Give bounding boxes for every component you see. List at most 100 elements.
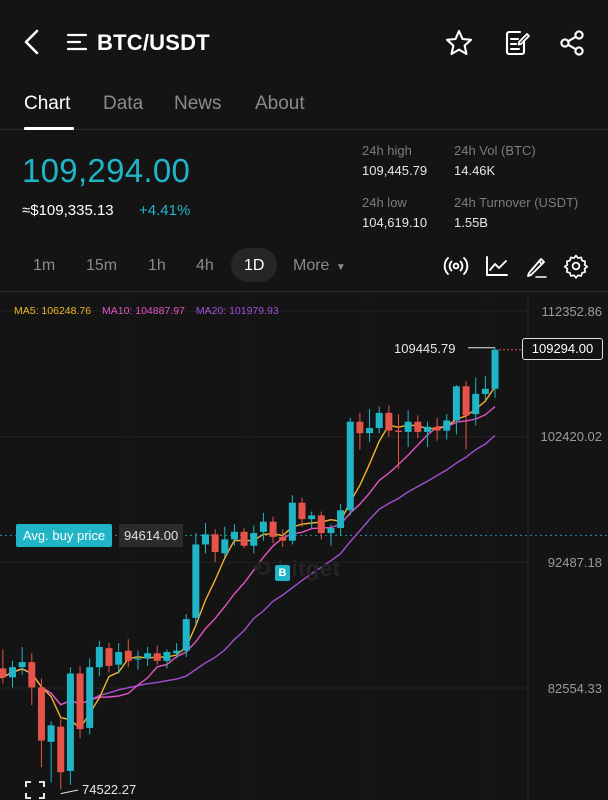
candle-body [230,531,238,540]
watermark-logo: ⟲ bitget [252,556,341,581]
candle-body [47,725,55,742]
interval-15m[interactable]: 15m [86,257,118,274]
note-edit-icon[interactable] [502,28,532,58]
candle-body [298,502,306,520]
star-icon[interactable] [444,28,474,58]
tab-about[interactable]: About [255,93,305,114]
candle-body [37,687,45,741]
draw-pen-icon[interactable] [523,253,549,279]
caret-down-icon: ▼ [335,262,346,273]
candle-body [356,421,364,434]
candle-body [115,651,123,665]
tab-bar: Chart Data News About [0,86,608,130]
ma-indicator-row: MA5: 106248.76 MA10: 104887.97 MA20: 101… [14,305,287,317]
candle-body [144,653,152,659]
back-arrow-icon[interactable] [18,26,46,58]
interval-1d[interactable]: 1D [244,257,265,274]
avg-buy-price-value: 94614.00 [119,524,184,547]
candle-body [95,646,103,668]
candle-body [385,412,393,431]
candle-body [124,650,132,661]
candle-body [28,662,36,688]
candle-body [0,668,7,678]
broadcast-icon[interactable] [443,253,469,279]
candle-body [192,544,200,618]
y-tick-label: 92487.18 [547,555,602,570]
interval-selected-pill [231,248,277,282]
settings-gear-icon[interactable] [563,253,589,279]
candle-body [105,648,113,666]
buy-marker[interactable]: B [275,565,290,581]
candle-body [317,515,325,534]
fullscreen-icon[interactable] [24,780,46,800]
candle-body [173,650,181,654]
avg-buy-price-tag[interactable]: Avg. buy price [16,524,113,547]
candle-body [259,521,267,532]
list-icon[interactable] [66,32,88,52]
candle-body [221,539,229,554]
candle-body [346,421,354,511]
line-chart-icon[interactable] [484,253,510,279]
candle-body [337,510,345,529]
interval-1h[interactable]: 1h [148,257,166,274]
candle-body [153,653,161,661]
candle-body [414,421,422,432]
candle-body [76,673,84,730]
ma5-value: MA5: 106248.76 [14,305,92,317]
candle-body [134,658,142,660]
ma10-value: MA10: 104887.97 [101,305,185,317]
candle-body [366,428,374,434]
turnover-value: 1.55B [454,215,488,230]
y-tick-label: 82554.33 [547,681,602,696]
more-label: More [293,257,330,274]
candle-body [182,619,190,651]
header-bar: BTC/USDT [0,0,608,86]
candle-body [269,521,277,537]
candle-body [18,662,26,668]
turnover-label: 24h Turnover (USDT) [454,195,579,210]
candle-body [163,651,171,661]
tab-news[interactable]: News [174,93,222,114]
candlestick-chart[interactable] [0,292,608,800]
candle-body [375,412,383,429]
tab-active-indicator [24,127,74,130]
candle-body [462,386,470,416]
candle-body [481,388,489,394]
candle-body [327,528,335,534]
tab-data[interactable]: Data [103,93,144,114]
chart-divider [0,291,608,292]
candle-body [452,386,460,421]
current-price-tag: 109294.00 [522,338,603,360]
low-value: 104,619.10 [362,215,428,230]
candle-body [404,421,412,432]
low-marker-leader [60,789,79,795]
price-change: +4.41% [139,202,191,219]
candle-body [288,502,296,541]
high-label: 24h high [362,143,412,158]
y-tick-label: 112352.86 [541,304,603,319]
volume-value: 14.46K [454,163,496,178]
tab-chart[interactable]: Chart [24,93,71,114]
candle-body [9,667,16,678]
pair-title[interactable]: BTC/USDT [97,30,210,55]
candle-body [491,349,499,389]
more-dropdown[interactable]: More ▼ [293,257,346,275]
candle-body [443,420,451,431]
interval-1m[interactable]: 1m [33,257,56,274]
interval-4h[interactable]: 4h [196,257,214,274]
candle-body [240,531,248,546]
candle-body [211,534,219,553]
volume-label: 24h Vol (BTC) [454,143,536,158]
candle-body [423,426,431,432]
candle-body [308,515,316,520]
candle-body [86,667,94,728]
candle-body [395,430,402,432]
candle-body [202,534,209,545]
candle-body [57,726,65,773]
candle-body [279,536,287,541]
low-label: 24h low [362,195,407,210]
y-tick-label: 102420.02 [540,429,602,444]
high-marker-label: 109445.79 [394,341,456,356]
candle-body [66,673,74,771]
share-icon[interactable] [557,28,587,58]
